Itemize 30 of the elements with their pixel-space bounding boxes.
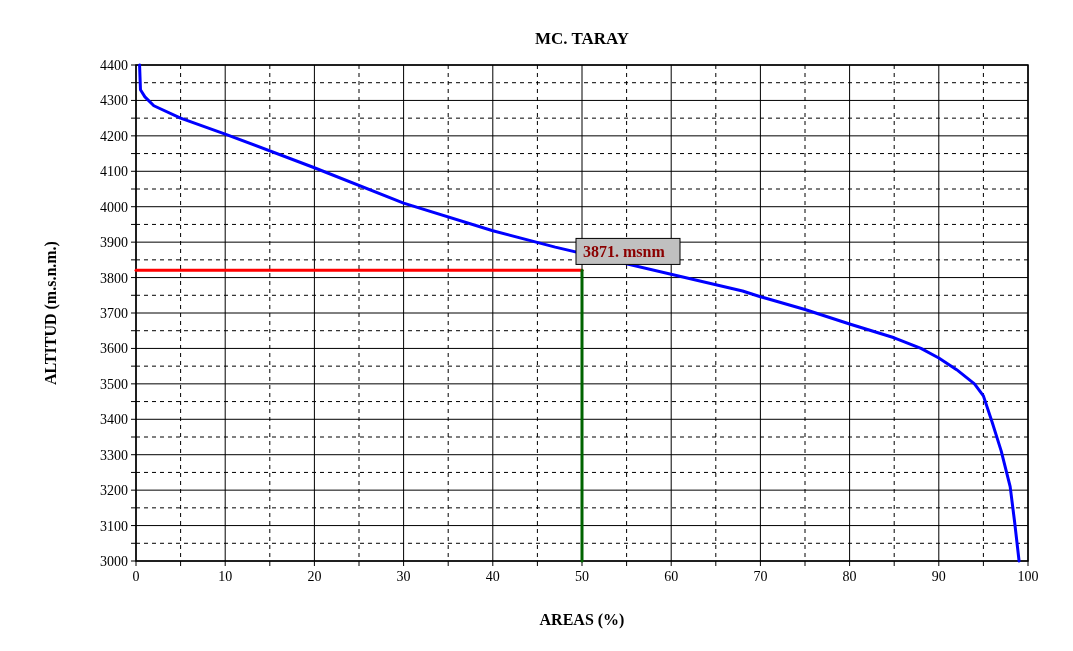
y-tick-label: 4100 bbox=[100, 164, 128, 180]
x-tick-label: 50 bbox=[575, 569, 589, 584]
y-axis-title: ALTITUD (m.s.n.m.) bbox=[42, 241, 60, 385]
x-axis-title: AREAS (%) bbox=[539, 611, 625, 629]
x-tick-label: 80 bbox=[842, 569, 857, 584]
x-tick-label: 30 bbox=[396, 569, 411, 584]
x-tick-label: 100 bbox=[1017, 569, 1039, 584]
x-tick-label: 70 bbox=[753, 569, 768, 584]
x-tick-label: 90 bbox=[931, 569, 946, 584]
y-tick-label: 3300 bbox=[100, 447, 128, 463]
y-tick-label: 4000 bbox=[100, 199, 128, 215]
x-tick-label: 20 bbox=[307, 569, 322, 584]
y-tick-label: 3000 bbox=[100, 554, 128, 569]
x-tick-label: 60 bbox=[664, 569, 679, 584]
annotation: 3871. msnm bbox=[583, 243, 666, 261]
y-tick-label: 3600 bbox=[100, 341, 128, 357]
y-tick-label: 3800 bbox=[100, 270, 128, 286]
y-tick-label: 3900 bbox=[100, 235, 128, 251]
x-tick-label: 0 bbox=[132, 569, 140, 584]
y-tick-label: 4400 bbox=[100, 58, 128, 73]
y-tick-label: 4200 bbox=[100, 128, 128, 144]
chart-title: MC. TARAY bbox=[534, 29, 630, 48]
y-tick-label: 3200 bbox=[100, 483, 128, 499]
y-tick-label: 3100 bbox=[100, 518, 128, 534]
x-tick-label: 40 bbox=[485, 569, 500, 584]
y-tick-label: 3400 bbox=[100, 412, 128, 428]
y-tick-label: 3700 bbox=[100, 306, 128, 321]
y-tick-label: 4300 bbox=[100, 93, 128, 109]
x-tick-label: 10 bbox=[218, 569, 233, 584]
y-tick-label: 3500 bbox=[100, 376, 128, 392]
